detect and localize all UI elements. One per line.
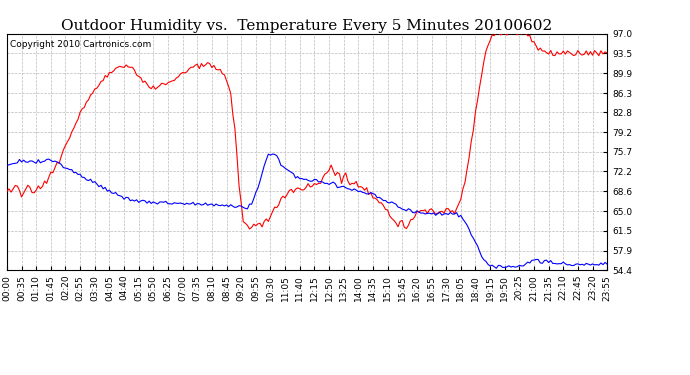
Title: Outdoor Humidity vs.  Temperature Every 5 Minutes 20100602: Outdoor Humidity vs. Temperature Every 5… xyxy=(61,19,553,33)
Text: Copyright 2010 Cartronics.com: Copyright 2010 Cartronics.com xyxy=(10,40,151,49)
